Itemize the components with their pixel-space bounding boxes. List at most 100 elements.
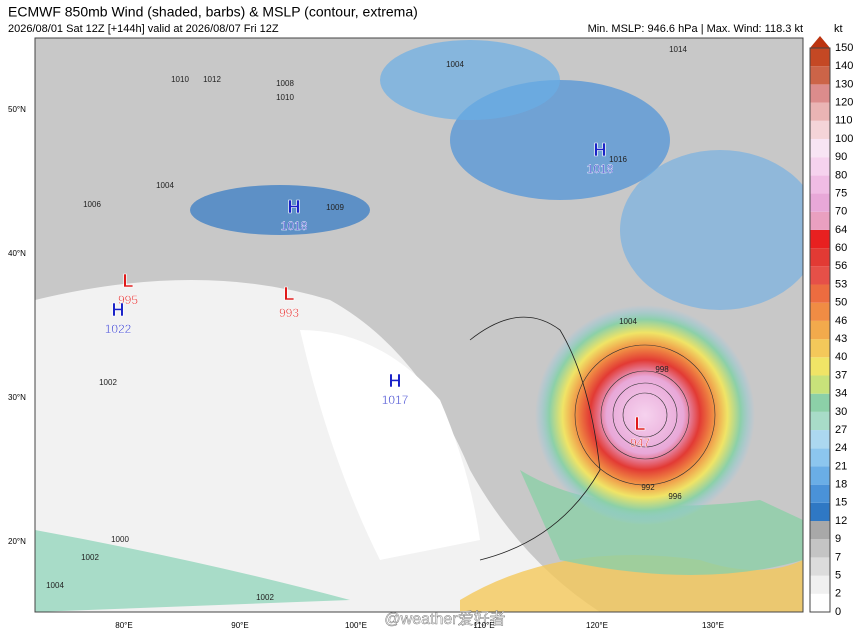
lon-label: 110°E xyxy=(473,621,494,630)
colorbar-label: 56 xyxy=(835,260,847,272)
colorbar-swatch xyxy=(810,411,830,431)
colorbar-swatch xyxy=(810,466,830,485)
lat-label: 50°N xyxy=(8,105,26,114)
colorbar-label: 70 xyxy=(835,206,847,218)
contour-label: 1004 xyxy=(446,60,464,69)
system-letter: L xyxy=(123,271,134,291)
colorbar-swatch xyxy=(810,430,830,449)
system-pressure: 995 xyxy=(118,293,138,307)
lon-label: 120°E xyxy=(586,621,608,630)
colorbar-swatch xyxy=(810,229,830,249)
colorbar-swatch xyxy=(810,393,830,412)
colorbar-label: 12 xyxy=(835,515,847,527)
colorbar-swatch xyxy=(810,339,830,358)
system-pressure: 1018 xyxy=(587,162,614,176)
colorbar-swatch xyxy=(810,557,830,576)
lat-label: 30°N xyxy=(8,393,26,402)
contour-label: 1010 xyxy=(276,93,294,102)
lon-label: 130°E xyxy=(702,621,724,630)
system-letter: L xyxy=(284,284,295,304)
colorbar-label: 24 xyxy=(835,442,847,454)
colorbar-label: 7 xyxy=(835,551,841,563)
colorbar-label: 18 xyxy=(835,479,847,491)
colorbar-swatch xyxy=(810,175,830,194)
colorbar-swatch xyxy=(810,120,830,139)
system-pressure: 993 xyxy=(279,306,299,320)
colorbar-swatch xyxy=(810,502,830,522)
colorbar-swatch xyxy=(810,593,830,612)
colorbar-swatch xyxy=(810,284,830,303)
colorbar-swatch xyxy=(810,84,830,103)
lon-label: 80°E xyxy=(115,621,132,630)
colorbar-label: 34 xyxy=(835,388,847,400)
colorbar-label: 46 xyxy=(835,315,847,327)
colorbar-label: 80 xyxy=(835,169,847,181)
system-pressure: 947 xyxy=(630,436,650,450)
contour-label: 996 xyxy=(668,492,682,501)
colorbar-swatch xyxy=(810,248,830,267)
colorbar-swatch xyxy=(810,448,830,467)
colorbar-swatch xyxy=(810,375,830,394)
contour-label: 1004 xyxy=(46,581,64,590)
colorbar-frame xyxy=(809,47,831,613)
map xyxy=(35,38,803,612)
colorbar-label: 120 xyxy=(835,96,853,108)
watermark: @weather爱好者 xyxy=(384,610,505,628)
info: Min. MSLP: 946.6 hPa | Max. Wind: 118.3 … xyxy=(588,23,803,35)
colorbar-label: 15 xyxy=(835,497,847,509)
lat-label: 40°N xyxy=(8,249,26,258)
contour-label: 1012 xyxy=(203,75,221,84)
colorbar-swatch xyxy=(810,102,830,121)
colorbar-label: 75 xyxy=(835,187,847,199)
contour-label: 1004 xyxy=(619,317,637,326)
contour-label: 992 xyxy=(641,483,655,492)
subtitle: 2026/08/01 Sat 12Z [+144h] valid at 2026… xyxy=(8,23,279,35)
colorbar-arrow xyxy=(810,36,830,48)
colorbar-swatch xyxy=(810,211,830,230)
colorbar-label: 27 xyxy=(835,424,847,436)
colorbar-label: 130 xyxy=(835,78,853,90)
colorbar-label: 40 xyxy=(835,351,847,363)
contour-label: 1016 xyxy=(609,155,627,164)
colorbar-unit: kt xyxy=(834,23,843,35)
colorbar-swatch xyxy=(810,193,830,212)
contour-label: 1002 xyxy=(256,593,274,602)
contour-label: 1009 xyxy=(326,203,344,212)
colorbar-swatch xyxy=(810,302,830,321)
contour-label: 1010 xyxy=(171,75,189,84)
contour-label: 1004 xyxy=(156,181,174,190)
map-frame xyxy=(34,37,804,613)
contour-label: 1000 xyxy=(111,535,129,544)
colorbar-label: 0 xyxy=(835,606,841,618)
colorbar-label: 150 xyxy=(835,42,853,54)
colorbar-label: 30 xyxy=(835,406,847,418)
title: ECMWF 850mb Wind (shaded, barbs) & MSLP … xyxy=(8,4,418,20)
colorbar-label: 21 xyxy=(835,460,847,472)
colorbar-swatch xyxy=(810,539,830,558)
contour-label: 1014 xyxy=(669,45,687,54)
colorbar-swatch xyxy=(810,266,830,285)
system-letter: H xyxy=(288,197,301,217)
contour-label: 1006 xyxy=(83,200,101,209)
lon-label: 100°E xyxy=(345,621,367,630)
system-letter: H xyxy=(389,371,402,391)
colorbar-label: 110 xyxy=(835,115,853,127)
contour-label: 1002 xyxy=(81,553,99,562)
colorbar-label: 2 xyxy=(835,588,841,600)
colorbar-label: 90 xyxy=(835,151,847,163)
colorbar-label: 53 xyxy=(835,278,847,290)
colorbar-swatch xyxy=(810,48,830,67)
system-letter: H xyxy=(594,140,607,160)
colorbar-label: 37 xyxy=(835,369,847,381)
colorbar-label: 140 xyxy=(835,60,853,72)
lat-label: 20°N xyxy=(8,537,26,546)
system-pressure: 1018 xyxy=(281,219,308,233)
colorbar-swatch xyxy=(810,521,830,540)
contour-label: 998 xyxy=(655,365,669,374)
colorbar-swatch xyxy=(810,138,830,158)
system-letter: L xyxy=(635,414,646,434)
colorbar-label: 60 xyxy=(835,242,847,254)
colorbar-label: 5 xyxy=(835,570,841,582)
colorbar-swatch xyxy=(810,66,830,85)
